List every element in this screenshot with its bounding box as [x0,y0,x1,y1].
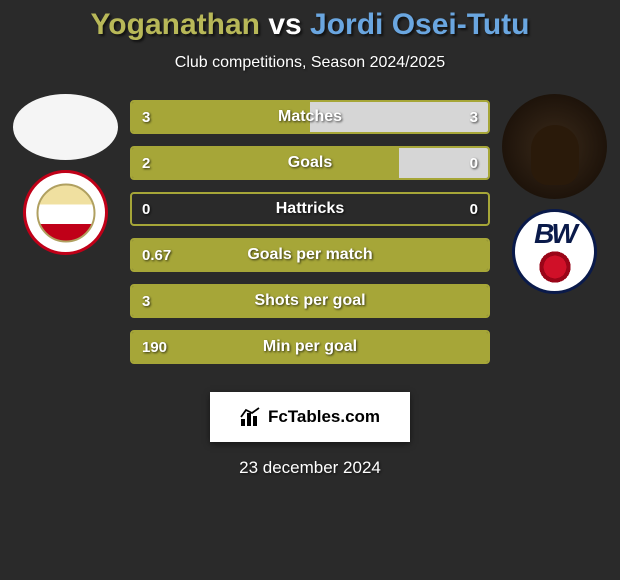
stat-label: Shots per goal [132,286,488,316]
stat-value-left: 190 [142,332,167,362]
player1-club-badge [23,170,108,255]
stat-value-left: 0.67 [142,240,171,270]
stat-row: Hattricks0 0 [130,192,490,226]
stat-label: Goals per match [132,240,488,270]
stat-row: Goals per match0.67 [130,238,490,272]
stat-value-left: 0 [142,194,150,224]
subtitle: Club competitions, Season 2024/2025 [0,54,620,72]
chart-icon [240,407,262,427]
title-player2: Jordi Osei-Tutu [310,8,529,41]
stat-label: Matches [132,102,488,132]
stat-value-left: 2 [142,148,150,178]
stat-row: Min per goal190 [130,330,490,364]
player2-column [497,94,612,294]
stat-value-right: 0 [470,194,478,224]
player1-photo [13,94,118,160]
stat-value-left: 3 [142,102,150,132]
stat-label: Min per goal [132,332,488,362]
stat-value-right: 3 [470,102,478,132]
title-vs: vs [268,8,301,41]
branding-text: FcTables.com [268,407,380,427]
branding-badge: FcTables.com [210,392,410,442]
title-player1: Yoganathan [91,8,260,41]
stat-rows: Matches33Goals20Hattricks00Goals per mat… [130,100,490,376]
stat-row: Matches3 3 [130,100,490,134]
player1-column [8,94,123,255]
stat-label: Goals [132,148,488,178]
stat-label: Hattricks [132,194,488,224]
infographic-date: 23 december 2024 [0,458,620,478]
page-title: Yoganathan vs Jordi Osei-Tutu [0,0,620,42]
stat-row: Goals2 0 [130,146,490,180]
player2-photo [502,94,607,199]
stat-value-right: 0 [470,148,478,178]
stat-value-left: 3 [142,286,150,316]
player2-club-badge [512,209,597,294]
stat-row: Shots per goal3 [130,284,490,318]
comparison-area: Matches33Goals20Hattricks00Goals per mat… [0,100,620,380]
